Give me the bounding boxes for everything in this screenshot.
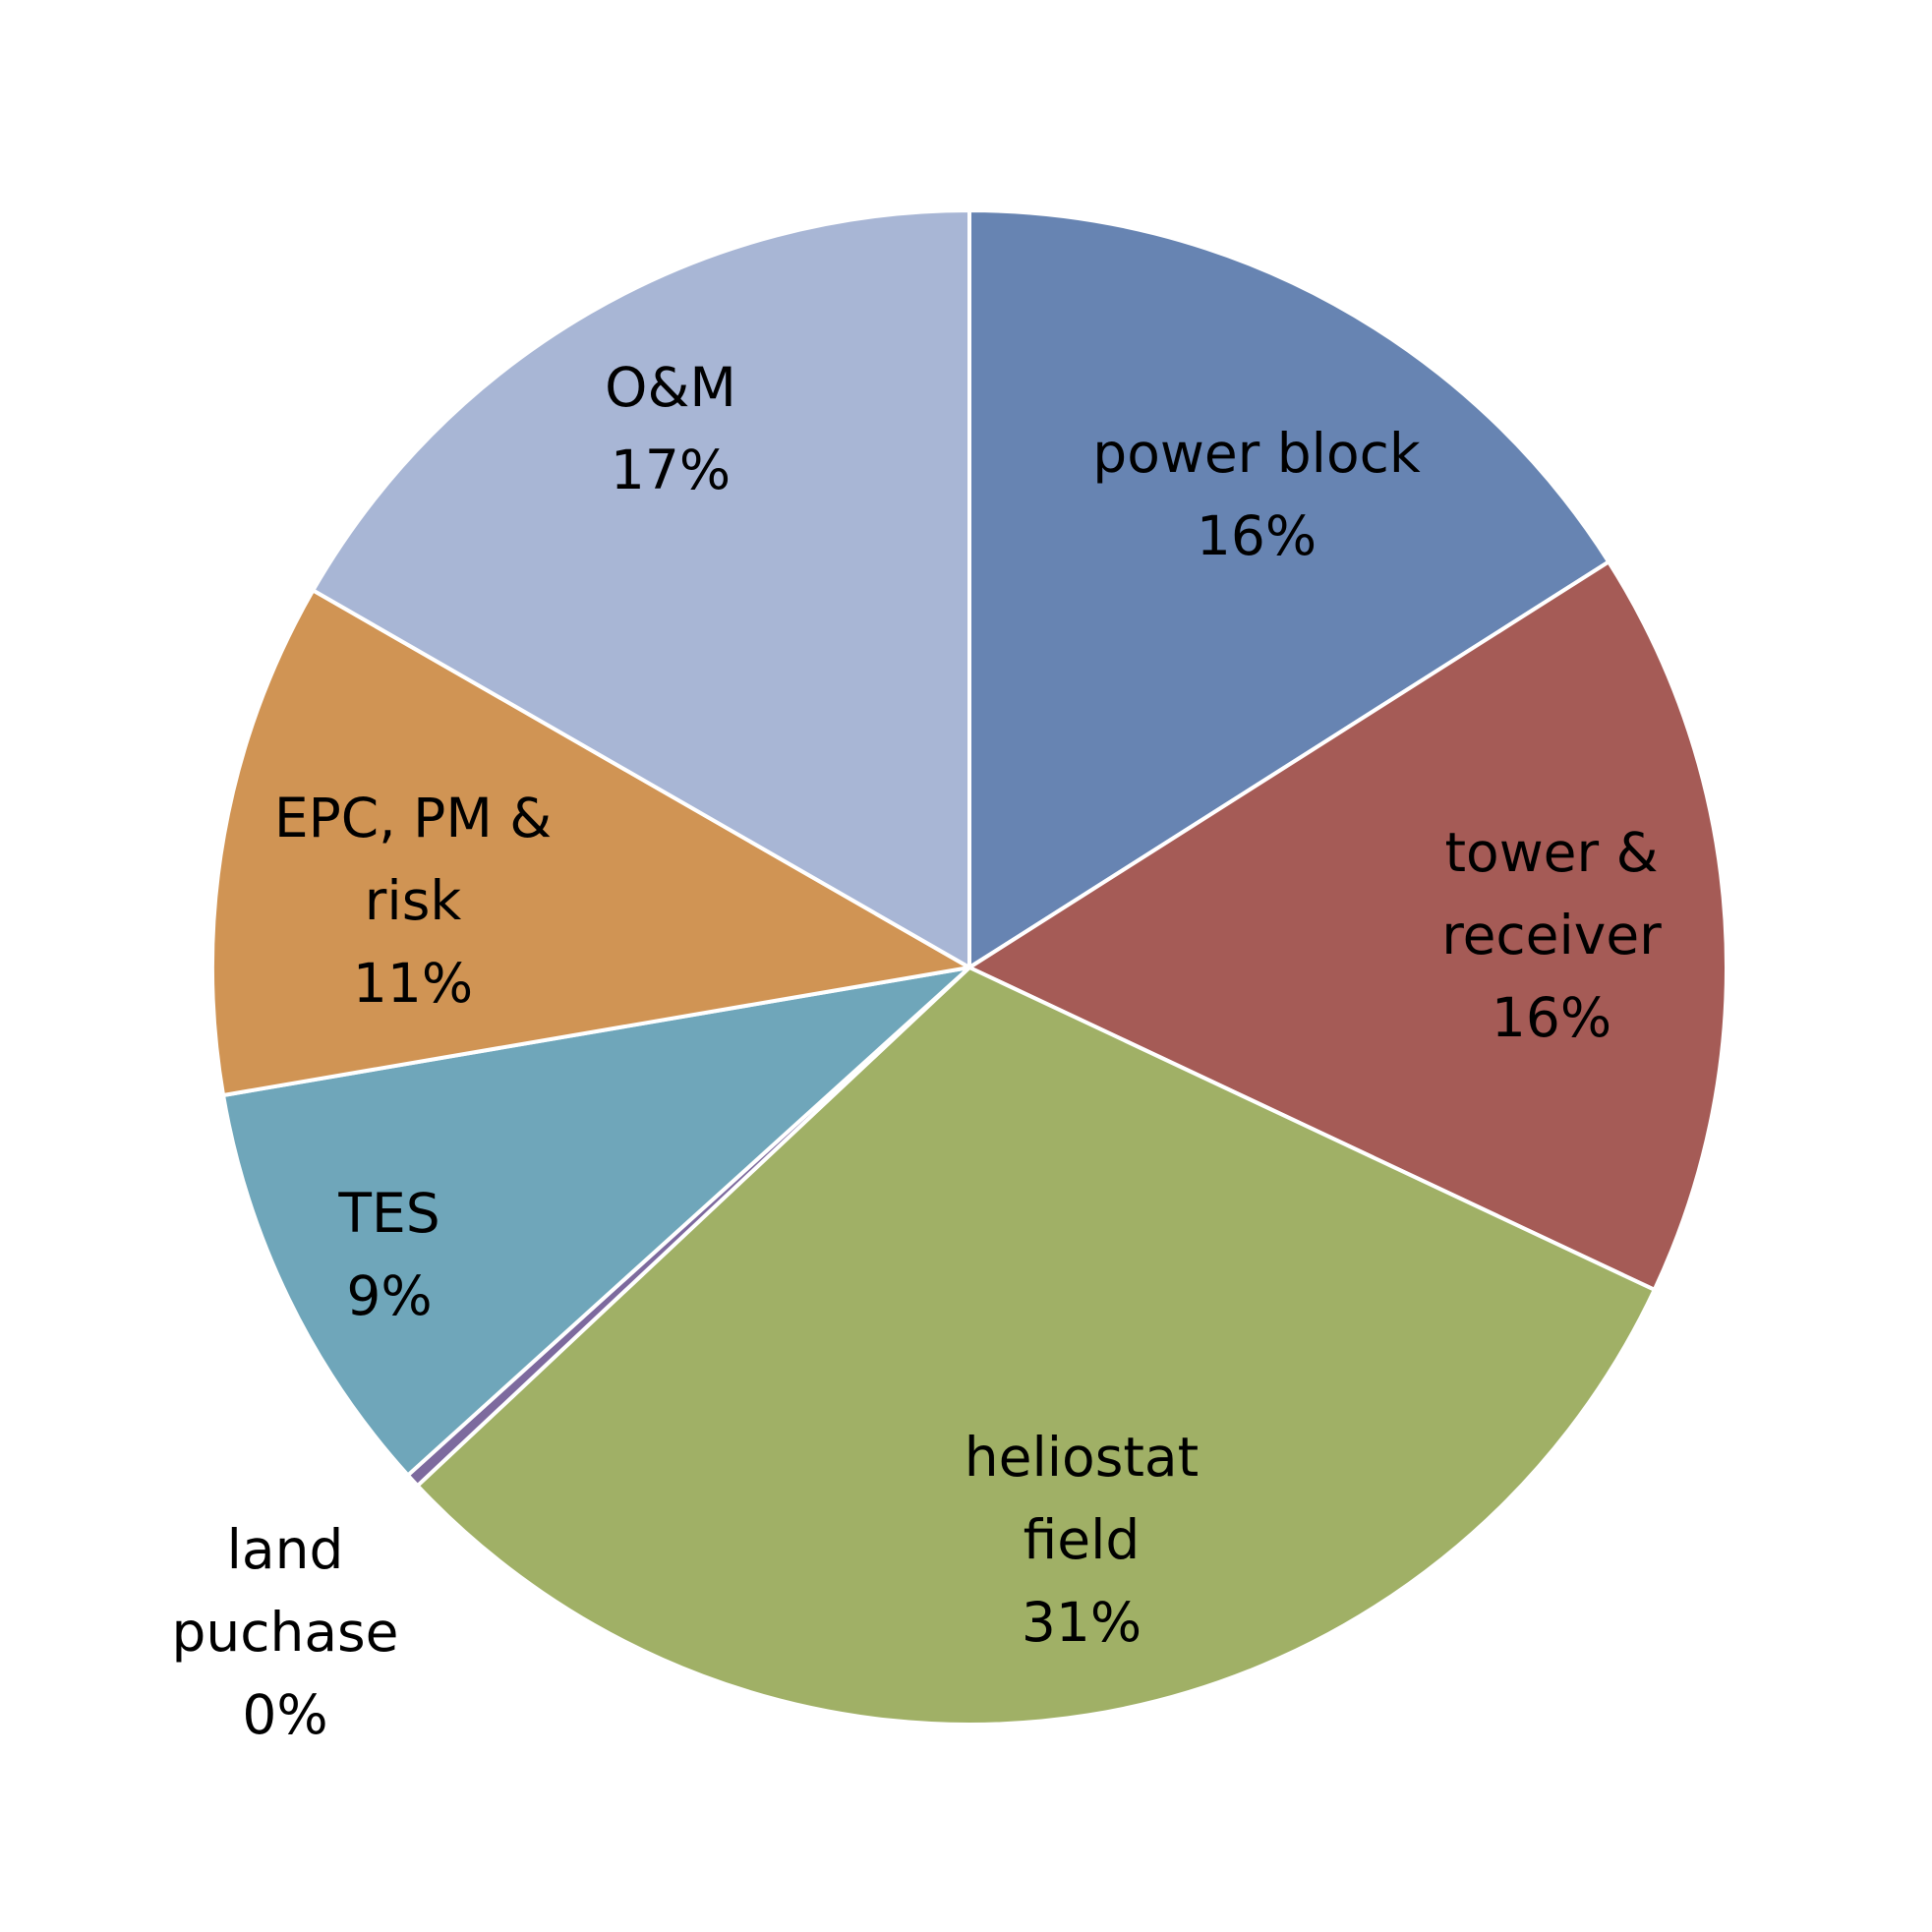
slice-label-land-puchase: land puchase 0% [171, 1518, 398, 1746]
slice-label-line: land [227, 1518, 344, 1581]
slice-label-heliostat-field: heliostat field 31% [965, 1426, 1199, 1654]
pie-slice-om [311, 208, 971, 969]
slice-label-tes: TES 9% [337, 1182, 439, 1327]
slice-label-line: risk [365, 869, 462, 932]
slice-label-line: 31% [1022, 1591, 1142, 1654]
slice-label-line: heliostat [965, 1426, 1199, 1489]
slice-label-line: puchase [171, 1601, 398, 1664]
slice-label-line: 9% [346, 1264, 432, 1327]
slice-label-line: 0% [242, 1683, 327, 1746]
slice-label-line: 16% [1197, 504, 1317, 567]
slice-label-line: O&M [605, 356, 736, 419]
pie-slice-epc-pm-risk [210, 588, 971, 1097]
pie-slice-power-block [967, 208, 1611, 969]
slice-label-line: tower & [1444, 821, 1658, 884]
slice-label-epc-pm-risk: EPC, PM & risk 11% [274, 787, 552, 1015]
slice-label-tower-receiver: tower & receiver 16% [1441, 821, 1662, 1049]
slice-label-line: 11% [353, 952, 473, 1015]
slice-label-line: field [1024, 1508, 1141, 1571]
slice-label-line: EPC, PM & [274, 787, 552, 849]
slice-labels: power block 16% tower & receiver 16% heliosta… [171, 356, 1662, 1746]
pie-slices [210, 208, 1728, 1727]
slice-label-om: O&M 17% [605, 356, 736, 501]
pie-slice-tes [221, 966, 971, 1478]
slice-label-power-block: power block 16% [1092, 422, 1421, 567]
slice-label-line: receiver [1441, 904, 1662, 966]
slice-label-line: 16% [1492, 986, 1611, 1049]
slice-label-line: TES [337, 1182, 439, 1245]
slice-label-line: 17% [611, 439, 731, 501]
slice-label-line: power block [1092, 422, 1421, 485]
pie-slice-heliostat-field [415, 966, 1657, 1727]
pie-slice-tower-receiver [967, 559, 1728, 1292]
